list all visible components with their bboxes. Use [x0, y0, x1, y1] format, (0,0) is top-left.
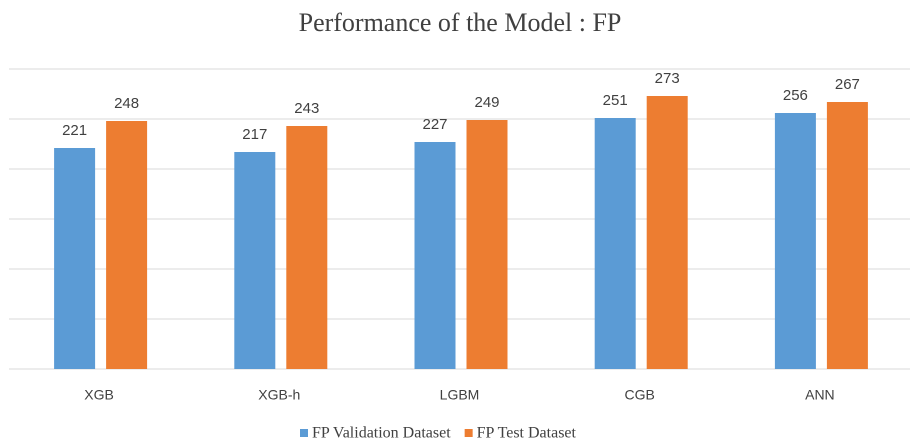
bar: [234, 152, 276, 369]
bar: [826, 102, 868, 369]
chart-title: Performance of the Model : FP: [299, 8, 622, 37]
bar: [286, 126, 328, 369]
value-label: 251: [603, 92, 628, 109]
value-label: 227: [422, 116, 447, 133]
x-tick-label: XGB-h: [258, 387, 300, 403]
value-label: 273: [655, 70, 680, 87]
value-label: 249: [474, 94, 499, 111]
value-label: 256: [783, 87, 808, 104]
value-label: 217: [242, 126, 267, 143]
bar: [106, 121, 148, 369]
bar: [594, 118, 636, 369]
bar: [414, 142, 456, 369]
legend-swatch: [464, 429, 473, 437]
legend-label: FP Validation Dataset: [312, 425, 451, 442]
x-tick-label: CGB: [625, 387, 655, 403]
x-tick-label: ANN: [805, 387, 835, 403]
bar: [774, 113, 816, 369]
x-tick-label: XGB: [84, 387, 114, 403]
legend-label: FP Test Dataset: [477, 425, 577, 442]
bar: [54, 148, 96, 369]
value-label: 267: [835, 76, 860, 93]
value-label: 243: [294, 100, 319, 117]
legend-swatch: [300, 429, 308, 437]
x-tick-label: LGBM: [440, 387, 480, 403]
value-label: 221: [62, 122, 87, 139]
bar: [466, 120, 508, 369]
value-label: 248: [114, 95, 139, 112]
bar: [646, 96, 688, 369]
